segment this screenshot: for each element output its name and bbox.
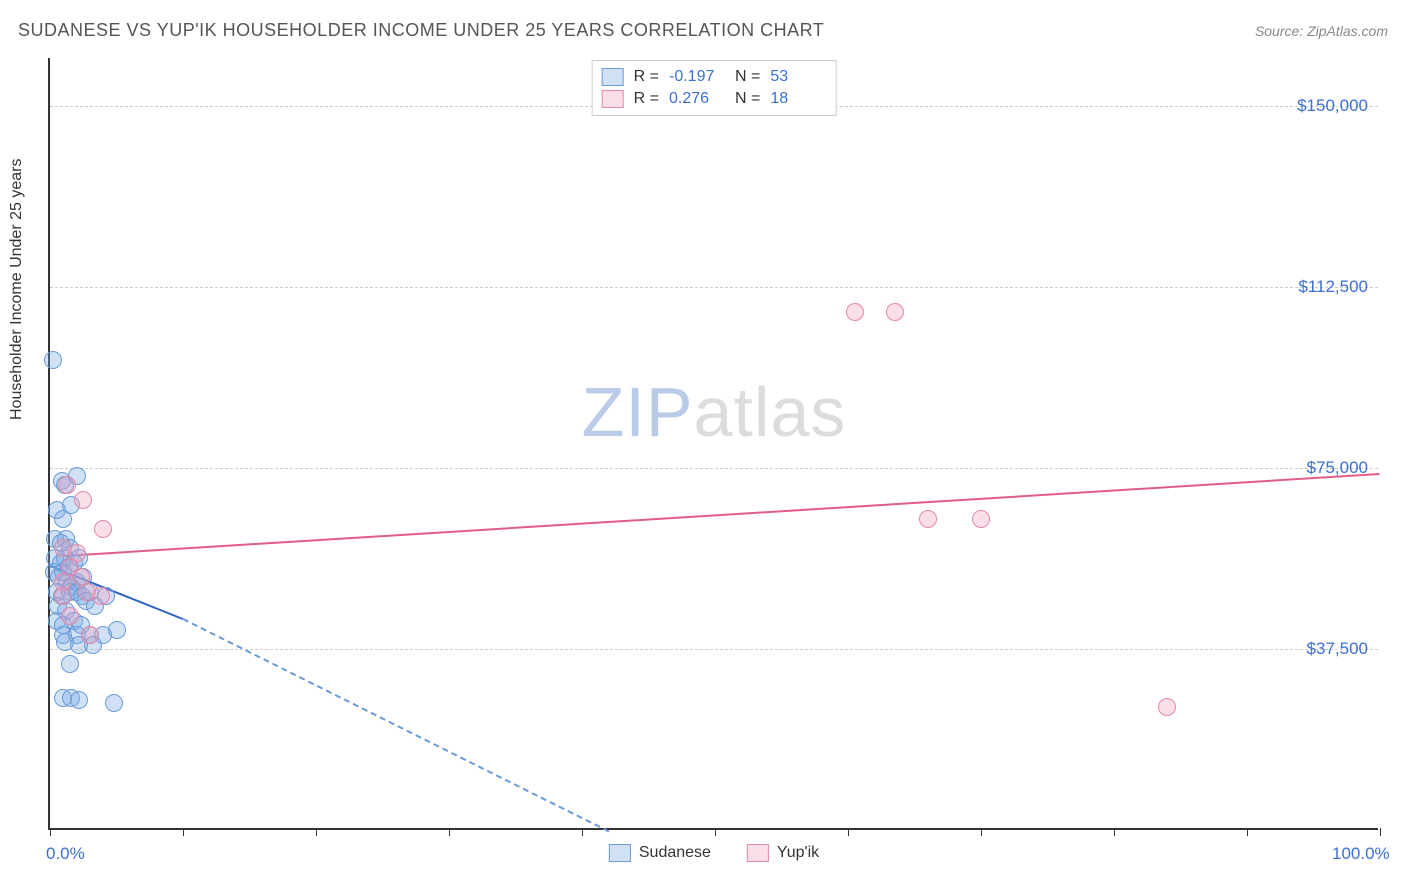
x-tick: [183, 828, 184, 836]
scatter-point: [846, 303, 864, 321]
scatter-point: [972, 510, 990, 528]
scatter-plot: ZIPatlas $37,500$75,000$112,500$150,0000…: [48, 58, 1378, 830]
legend-swatch: [747, 844, 769, 862]
n-label: N =: [735, 68, 760, 86]
r-label: R =: [634, 68, 659, 86]
r-value: 0.276: [669, 90, 725, 108]
x-tick: [981, 828, 982, 836]
scatter-point: [61, 655, 79, 673]
y-axis-label: Householder Income Under 25 years: [8, 159, 26, 420]
legend-swatch: [602, 68, 624, 86]
correlation-legend: R = -0.197 N = 53 R = 0.276 N = 18: [592, 60, 837, 116]
scatter-point: [94, 520, 112, 538]
scatter-point: [44, 351, 62, 369]
x-tick: [449, 828, 450, 836]
x-tick: [1247, 828, 1248, 836]
scatter-point: [74, 491, 92, 509]
scatter-point: [58, 476, 76, 494]
gridline: [50, 287, 1378, 288]
x-tick: [582, 828, 583, 836]
scatter-point: [886, 303, 904, 321]
trend-line: [63, 473, 1380, 557]
x-tick: [50, 828, 51, 836]
gridline: [50, 468, 1378, 469]
legend-label: Yup'ik: [777, 844, 819, 862]
scatter-point: [81, 626, 99, 644]
series-legend: Sudanese Yup'ik: [609, 844, 819, 862]
watermark: ZIPatlas: [582, 372, 847, 452]
n-value: 53: [770, 68, 826, 86]
title-bar: SUDANESE VS YUP'IK HOUSEHOLDER INCOME UN…: [18, 20, 1388, 41]
scatter-point: [919, 510, 937, 528]
x-tick: [715, 828, 716, 836]
scatter-point: [61, 607, 79, 625]
legend-row: R = -0.197 N = 53: [602, 66, 827, 88]
legend-item: Yup'ik: [747, 844, 819, 862]
y-tick-label: $112,500: [1298, 277, 1368, 297]
chart-source: Source: ZipAtlas.com: [1255, 23, 1388, 39]
r-label: R =: [634, 90, 659, 108]
x-tick: [316, 828, 317, 836]
scatter-point: [1158, 698, 1176, 716]
legend-row: R = 0.276 N = 18: [602, 88, 827, 110]
r-value: -0.197: [669, 68, 725, 86]
y-tick-label: $150,000: [1297, 96, 1368, 116]
scatter-point: [108, 621, 126, 639]
legend-item: Sudanese: [609, 844, 711, 862]
n-label: N =: [735, 90, 760, 108]
x-tick: [1380, 828, 1381, 836]
x-tick: [848, 828, 849, 836]
legend-swatch: [602, 90, 624, 108]
scatter-point: [92, 587, 110, 605]
legend-swatch: [609, 844, 631, 862]
y-tick-label: $37,500: [1307, 639, 1368, 659]
x-tick: [1114, 828, 1115, 836]
chart-title: SUDANESE VS YUP'IK HOUSEHOLDER INCOME UN…: [18, 20, 824, 41]
scatter-point: [70, 691, 88, 709]
n-value: 18: [770, 90, 826, 108]
scatter-point: [54, 510, 72, 528]
x-tick-label: 0.0%: [46, 844, 85, 864]
legend-label: Sudanese: [639, 844, 711, 862]
scatter-point: [105, 694, 123, 712]
x-tick-label: 100.0%: [1332, 844, 1390, 864]
scatter-point: [54, 587, 72, 605]
